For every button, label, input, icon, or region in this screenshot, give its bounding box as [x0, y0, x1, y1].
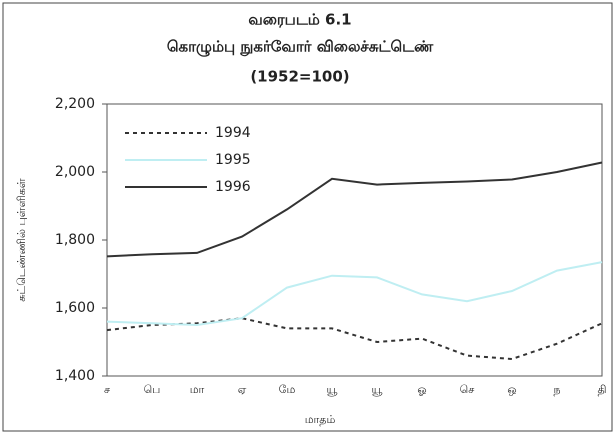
x-tick-label: ச	[104, 383, 110, 396]
y-tick-label: 1,800	[55, 232, 95, 248]
chart-title: வரைபடம் 6.1	[248, 11, 351, 29]
line-series	[106, 261, 603, 327]
chart-title: (1952=100)	[250, 68, 349, 86]
x-tick-label: ந	[553, 383, 560, 396]
legend-label: 1995	[215, 152, 251, 168]
x-tick-label: தி	[597, 383, 606, 396]
y-tick-label: 2,200	[55, 96, 95, 112]
line-series	[106, 317, 603, 361]
legend-label: 1996	[215, 179, 251, 195]
x-tick-label: செ	[460, 383, 475, 396]
x-tick-label: ஓ	[417, 383, 426, 396]
x-tick-label: ஒ	[507, 383, 516, 396]
y-axis-label: சுட்டெண்ணில் புள்ளிகள்	[15, 178, 28, 302]
y-tick-label: 1,400	[55, 368, 95, 384]
chart-title: கொழும்பு நுகர்வோர் விலைச்சுட்டெண்	[167, 38, 434, 57]
x-tick-label: பெ	[144, 383, 161, 396]
x-tick-label: மே	[279, 383, 296, 396]
legend-label: 1994	[215, 125, 251, 141]
y-tick-label: 1,600	[55, 300, 95, 316]
x-tick-label: ஏ	[238, 383, 247, 396]
x-tick-label: மா	[190, 383, 205, 396]
y-tick-label: 2,000	[55, 164, 95, 180]
x-tick-label: யூ	[327, 383, 338, 396]
x-axis-label: மாதம்	[305, 413, 336, 426]
line-series	[106, 161, 603, 258]
x-tick-label: யூ	[372, 383, 383, 396]
